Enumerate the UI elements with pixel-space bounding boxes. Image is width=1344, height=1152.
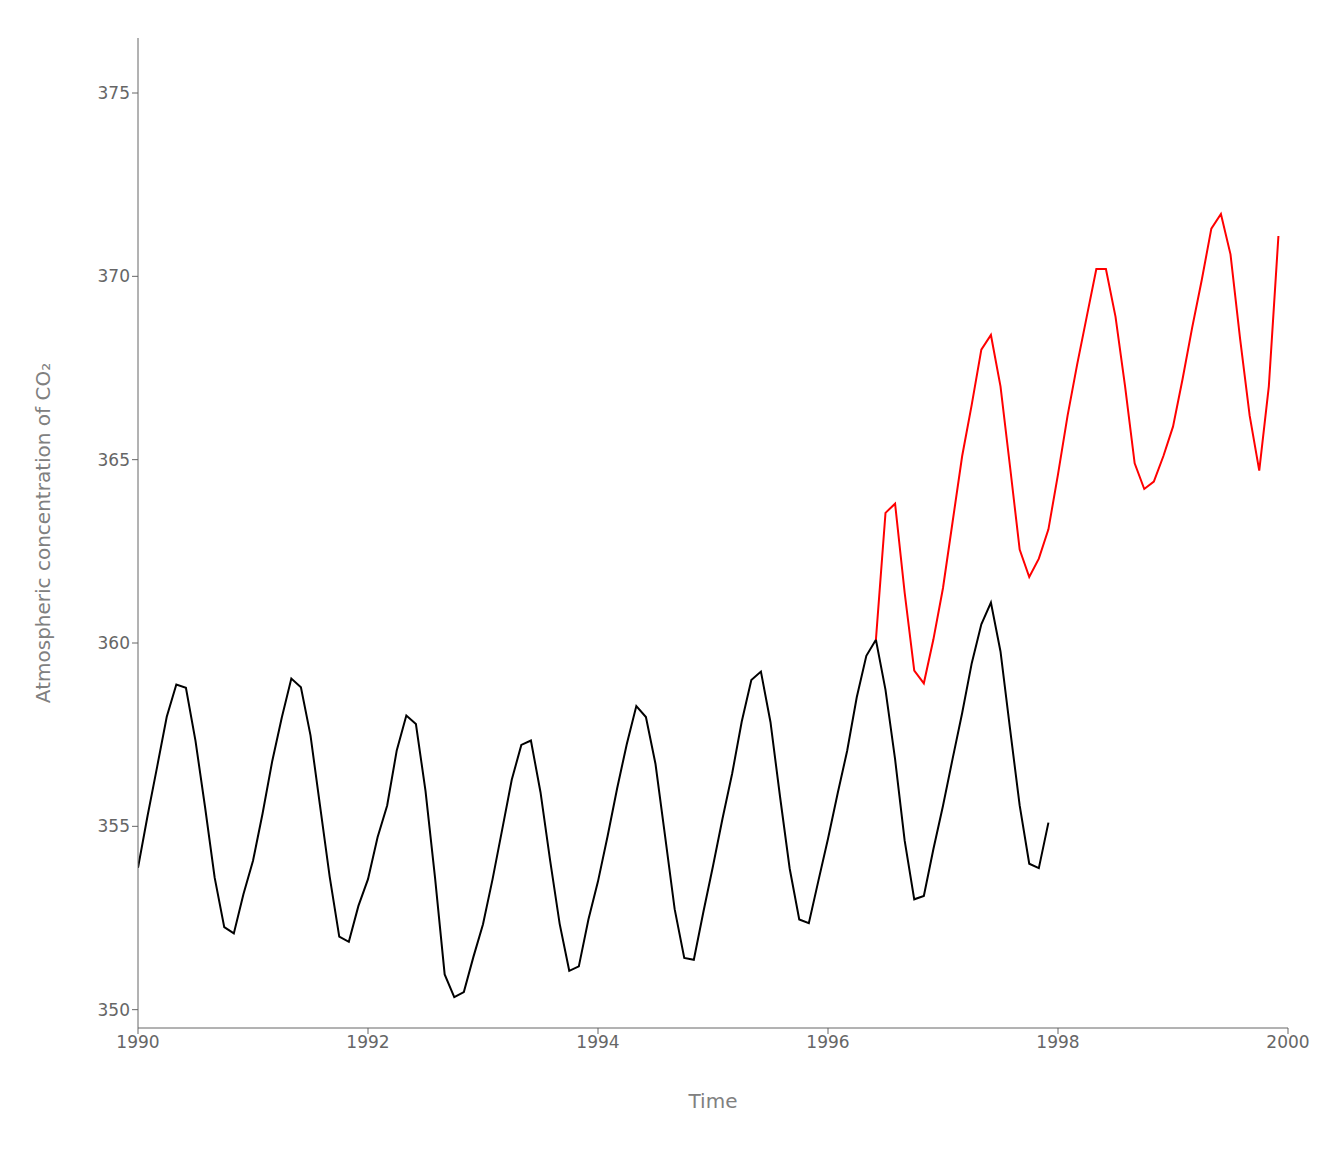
svg-text:360: 360 xyxy=(98,633,130,653)
svg-text:350: 350 xyxy=(98,1000,130,1020)
svg-text:1992: 1992 xyxy=(346,1032,389,1052)
svg-text:1990: 1990 xyxy=(116,1032,159,1052)
svg-text:1996: 1996 xyxy=(806,1032,849,1052)
svg-text:365: 365 xyxy=(98,450,130,470)
svg-text:Time: Time xyxy=(688,1089,738,1113)
svg-text:370: 370 xyxy=(98,266,130,286)
svg-text:Atmospheric concentration of C: Atmospheric concentration of CO₂ xyxy=(31,363,55,703)
svg-text:375: 375 xyxy=(98,83,130,103)
svg-text:2000: 2000 xyxy=(1266,1032,1309,1052)
svg-text:1994: 1994 xyxy=(576,1032,619,1052)
svg-text:1998: 1998 xyxy=(1036,1032,1079,1052)
svg-text:355: 355 xyxy=(98,816,130,836)
